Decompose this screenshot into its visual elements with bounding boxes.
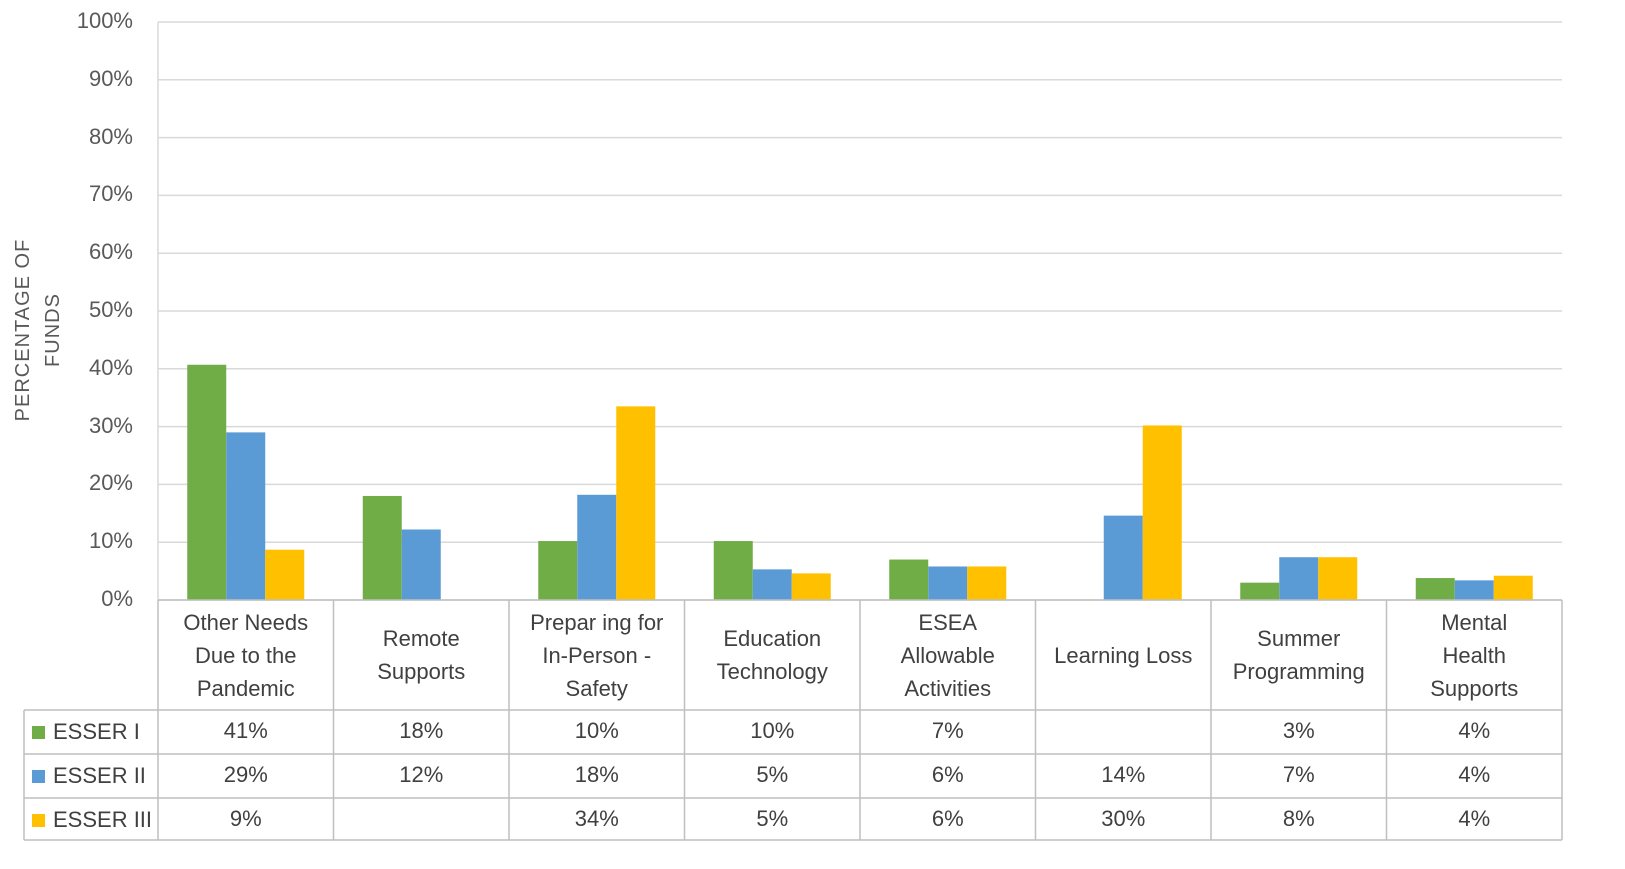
y-tick-label: 20% bbox=[88, 470, 133, 496]
x-tick-label: ESEA Allowable Activities bbox=[900, 609, 995, 701]
data-table-cell: 29% bbox=[223, 762, 268, 787]
x-tick-label: Remote Supports bbox=[377, 626, 466, 684]
data-table-cell: 3% bbox=[1282, 718, 1315, 743]
y-tick-label: 60% bbox=[88, 239, 133, 265]
bar bbox=[1454, 580, 1494, 600]
y-tick-label: 80% bbox=[88, 123, 133, 149]
x-tick-label: Mental Health Supports bbox=[1430, 609, 1519, 701]
legend-item: ESSER III bbox=[24, 798, 158, 842]
x-tick-label: Learning Loss bbox=[1054, 642, 1193, 668]
bar bbox=[752, 569, 792, 600]
bar bbox=[1493, 575, 1533, 600]
y-tick-label: 70% bbox=[88, 181, 133, 207]
x-tick-label: Other Needs Due to the Pandemic bbox=[183, 609, 309, 701]
bar bbox=[1240, 582, 1280, 600]
legend-label: ESSER II bbox=[53, 763, 146, 788]
x-tick-label: Prepar ing for In-Person - Safety bbox=[530, 609, 664, 701]
bar bbox=[889, 559, 929, 600]
bar bbox=[401, 529, 441, 600]
y-tick-label: 40% bbox=[88, 354, 133, 380]
data-table-cell: 5% bbox=[756, 762, 789, 787]
bar bbox=[226, 432, 266, 600]
data-table-cell: 14% bbox=[1101, 762, 1146, 787]
data-table-cell: 10% bbox=[750, 718, 795, 743]
bar bbox=[265, 549, 305, 600]
legend-swatch bbox=[32, 813, 45, 827]
data-table-cell: 7% bbox=[1282, 762, 1315, 787]
legend-item: ESSER I bbox=[24, 710, 158, 754]
y-tick-label: 30% bbox=[88, 412, 133, 438]
data-table-cell: 6% bbox=[931, 762, 964, 787]
data-table-cell: 18% bbox=[399, 718, 444, 743]
y-tick-label: 0% bbox=[101, 586, 133, 611]
data-table-cell: 4% bbox=[1458, 762, 1491, 787]
data-table-cell: 6% bbox=[931, 806, 964, 831]
bar bbox=[362, 495, 402, 600]
data-table-cell: 12% bbox=[399, 762, 444, 787]
legend-swatch bbox=[32, 769, 45, 783]
data-table-cell: 9% bbox=[229, 806, 262, 831]
bar bbox=[1142, 425, 1182, 600]
data-table-cell: 41% bbox=[223, 718, 268, 743]
y-tick-label: 50% bbox=[88, 297, 133, 322]
data-table-cell: 4% bbox=[1458, 806, 1491, 831]
data-table-cell: 30% bbox=[1101, 806, 1146, 831]
x-tick-label: Education Technology bbox=[716, 626, 828, 684]
bar bbox=[791, 573, 831, 600]
bar bbox=[928, 566, 968, 600]
y-tick-label: 10% bbox=[88, 528, 133, 554]
x-tick-label: Summer Programming bbox=[1232, 626, 1365, 684]
y-tick-label: 90% bbox=[88, 65, 133, 91]
data-table-cell: 5% bbox=[756, 806, 789, 831]
bar bbox=[616, 406, 656, 600]
legend-label: ESSER III bbox=[53, 807, 153, 832]
legend-item: ESSER II bbox=[24, 754, 158, 798]
data-table-cell: 7% bbox=[931, 718, 964, 743]
data-table-cell: 8% bbox=[1282, 806, 1315, 831]
y-tick-label: 100% bbox=[76, 8, 133, 33]
data-table-cell: 34% bbox=[574, 806, 619, 831]
bar bbox=[187, 364, 227, 600]
bar bbox=[1318, 557, 1358, 600]
data-table-cell: 18% bbox=[574, 762, 619, 787]
bar bbox=[1415, 578, 1455, 600]
data-table-cell: 10% bbox=[574, 718, 619, 743]
bar bbox=[538, 541, 578, 600]
bar bbox=[713, 541, 753, 600]
legend-label: ESSER I bbox=[53, 719, 140, 744]
bar bbox=[967, 566, 1007, 600]
bar bbox=[1279, 557, 1319, 600]
bar bbox=[1103, 515, 1143, 600]
data-table-cell: 4% bbox=[1458, 718, 1491, 743]
legend-swatch bbox=[32, 725, 45, 739]
bar bbox=[577, 494, 617, 600]
